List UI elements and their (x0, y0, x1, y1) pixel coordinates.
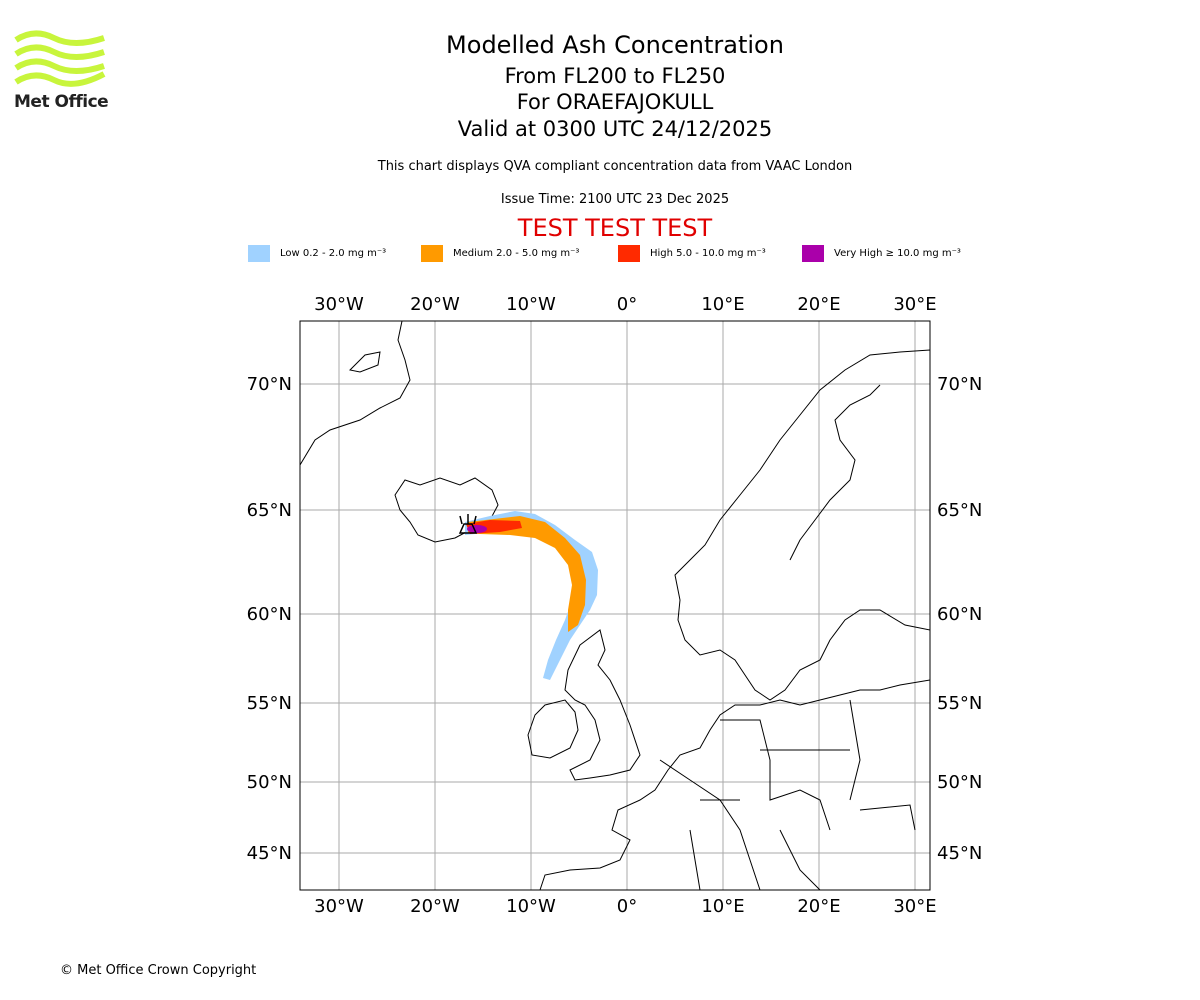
legend-item-low: Low 0.2 - 2.0 mg m⁻³ (248, 245, 386, 262)
lon-label: 30°W (314, 896, 364, 917)
legend-label: Medium 2.0 - 5.0 mg m⁻³ (453, 248, 580, 259)
lon-label: 0° (617, 896, 637, 917)
chart-title: Modelled Ash Concentration (446, 31, 784, 59)
volcano-name: For ORAEFAJOKULL (516, 90, 714, 114)
met-office-logo-icon (14, 30, 106, 87)
legend-swatch (248, 245, 270, 262)
lon-label: 20°W (410, 896, 460, 917)
legend-item-medium: Medium 2.0 - 5.0 mg m⁻³ (421, 245, 579, 262)
lat-label: 55°N (247, 693, 292, 714)
test-banner: TEST TEST TEST (517, 214, 713, 242)
volcano-icon (458, 514, 478, 534)
borders (659, 699, 916, 890)
legend-item-very-high: Very High ≥ 10.0 mg m⁻³ (802, 245, 961, 262)
lon-label: 20°E (797, 294, 840, 315)
legend-swatch (802, 245, 824, 262)
lon-label: 30°W (314, 294, 364, 315)
lon-label: 10°E (701, 294, 744, 315)
baltic-coast (789, 384, 881, 561)
lon-label: 30°E (893, 294, 936, 315)
lon-label: 10°E (701, 896, 744, 917)
valid-time: Valid at 0300 UTC 24/12/2025 (457, 117, 773, 141)
copyright: © Met Office Crown Copyright (60, 963, 257, 978)
greenland-islands (348, 351, 381, 373)
lon-label: 20°E (797, 896, 840, 917)
lat-label: 45°N (937, 843, 982, 864)
lon-labels-bottom: 30°W 20°W 10°W 0° 10°E 20°E 30°E (314, 896, 936, 917)
ash-medium (468, 516, 586, 632)
lon-label: 0° (617, 294, 637, 315)
lat-labels-left: 70°N 65°N 60°N 55°N 50°N 45°N (247, 374, 292, 864)
lat-label: 70°N (937, 374, 982, 395)
legend-swatch (421, 245, 443, 262)
lat-label: 60°N (247, 604, 292, 625)
lon-label: 10°W (506, 896, 556, 917)
graticule (300, 321, 930, 890)
lat-labels-right: 70°N 65°N 60°N 55°N 50°N 45°N (937, 374, 982, 864)
lon-label: 10°W (506, 294, 556, 315)
great-britain-coast (564, 629, 641, 781)
greenland-coast (300, 321, 411, 466)
legend-label: Very High ≥ 10.0 mg m⁻³ (834, 248, 961, 259)
coastlines (300, 321, 930, 890)
lat-label: 60°N (937, 604, 982, 625)
map-frame (299, 320, 931, 891)
lon-labels-top: 30°W 20°W 10°W 0° 10°E 20°E 30°E (314, 294, 936, 315)
logo-text: Met Office (14, 92, 109, 112)
lon-label: 30°E (893, 896, 936, 917)
legend-swatch (618, 245, 640, 262)
lat-label: 50°N (937, 772, 982, 793)
ash-plume (465, 511, 598, 680)
lat-label: 70°N (247, 374, 292, 395)
lat-label: 55°N (937, 693, 982, 714)
ireland-coast (527, 699, 579, 759)
ash-very-high (467, 525, 487, 533)
lat-label: 65°N (247, 500, 292, 521)
legend-label: Low 0.2 - 2.0 mg m⁻³ (280, 248, 387, 259)
lat-label: 65°N (937, 500, 982, 521)
lat-label: 50°N (247, 772, 292, 793)
legend-label: High 5.0 - 10.0 mg m⁻³ (650, 248, 766, 259)
lat-label: 45°N (247, 843, 292, 864)
description: This chart displays QVA compliant concen… (377, 159, 853, 174)
lon-label: 20°W (410, 294, 460, 315)
issue-time: Issue Time: 2100 UTC 23 Dec 2025 (500, 192, 730, 207)
europe-coast (539, 679, 930, 890)
flight-levels: From FL200 to FL250 (504, 64, 726, 88)
iceland-coast (394, 477, 499, 543)
scandinavia-coast (674, 349, 930, 701)
legend-item-high: High 5.0 - 10.0 mg m⁻³ (618, 245, 766, 262)
